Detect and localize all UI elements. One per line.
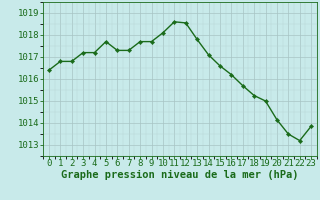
X-axis label: Graphe pression niveau de la mer (hPa): Graphe pression niveau de la mer (hPa) xyxy=(61,170,299,180)
